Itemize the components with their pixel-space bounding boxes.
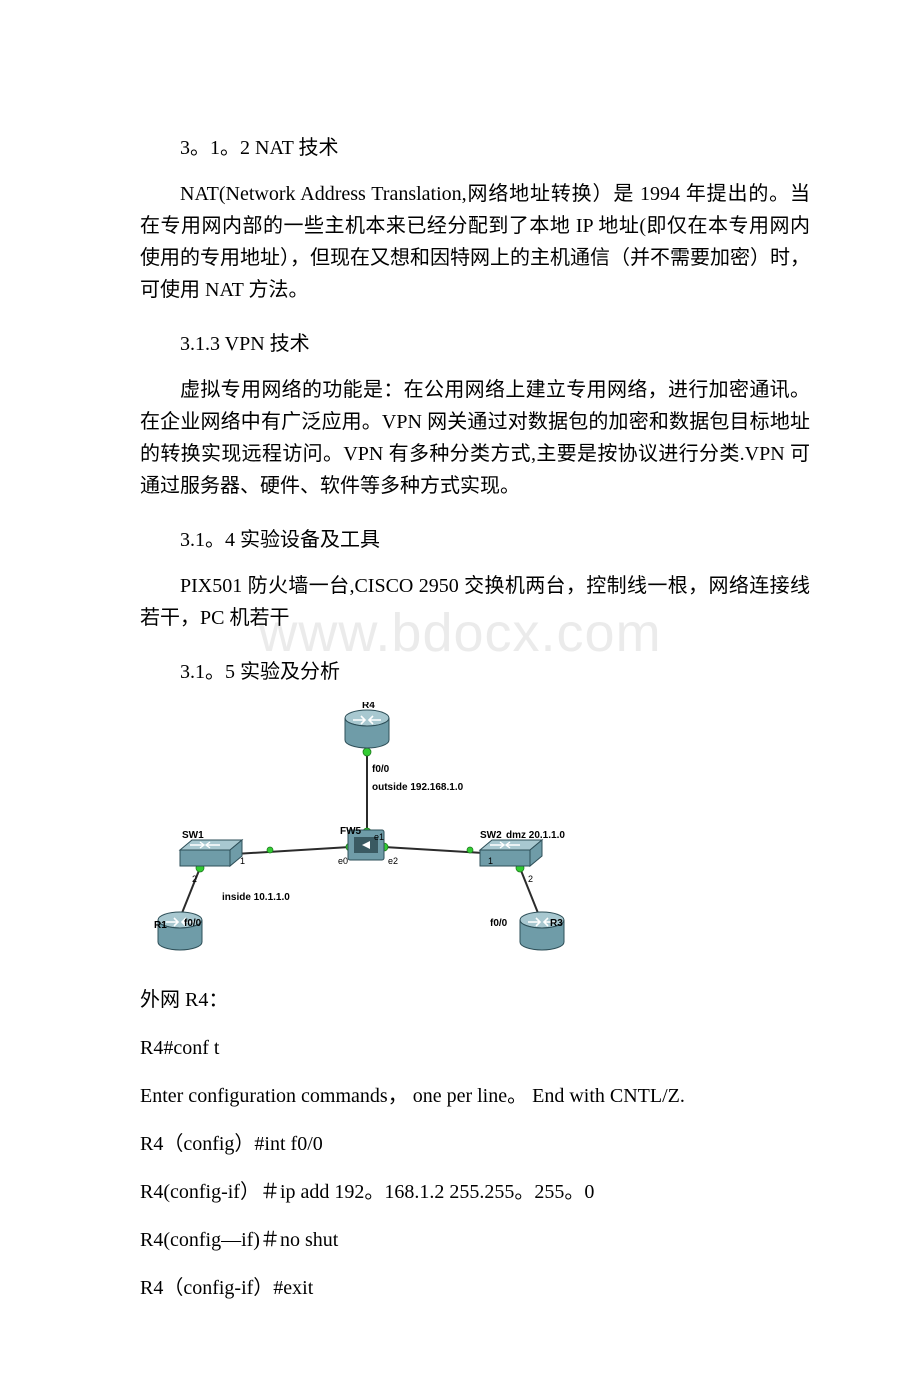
heading-315: 3.1。5 实验及分析 [140,656,810,688]
label-r1-if: f0/0 [184,918,202,929]
label-fw5: FW5 [340,826,362,837]
label-outside: outside 192.168.1.0 [372,782,464,793]
label-sw2-p2: 2 [528,874,533,884]
heading-313: 3.1.3 VPN 技术 [140,328,810,360]
label-r4-if: f0/0 [372,764,390,775]
label-r4: R4 [362,702,375,711]
label-sw1-p1: 1 [240,856,245,866]
label-e0: e0 [338,856,348,866]
cfg-title: 外网 R4： [140,984,810,1016]
para-equip: PIX501 防火墙一台,CISCO 2950 交换机两台，控制线一根，网络连接… [140,570,810,634]
label-r3: R3 [550,918,563,929]
label-e2: e2 [388,856,398,866]
node-r4 [345,710,389,748]
label-inside: inside 10.1.1.0 [222,892,290,903]
cfg-l5: R4(config—if)＃no shut [140,1224,810,1256]
label-sw2: SW2 [480,830,502,841]
para-nat: NAT(Network Address Translation,网络地址转换）是… [140,178,810,306]
network-diagram: R4 f0/0 outside 192.168.1.0 FW5 e1 e0 e2 [140,702,810,972]
label-sw2-p1: 1 [488,856,493,866]
label-dmz: dmz 20.1.1.0 [506,830,565,841]
cfg-l3: R4（config）#int f0/0 [140,1128,810,1160]
heading-314: 3.1。4 实验设备及工具 [140,524,810,556]
node-sw1 [180,840,242,866]
cfg-l1: R4#conf t [140,1032,810,1064]
label-sw1: SW1 [182,830,204,841]
label-r1: R1 [154,920,167,931]
label-sw1-p2: 2 [192,874,197,884]
para-vpn: 虚拟专用网络的功能是：在公用网络上建立专用网络，进行加密通讯。在企业网络中有广泛… [140,374,810,502]
cfg-l2: Enter configuration commands， one per li… [140,1080,810,1112]
cfg-l4: R4(config-if）＃ip add 192。168.1.2 255.255… [140,1176,810,1208]
cfg-l6: R4（config-if）#exit [140,1272,810,1304]
label-e1: e1 [374,832,384,842]
label-r3-if: f0/0 [490,918,508,929]
heading-312: 3。1。2 NAT 技术 [140,132,810,164]
